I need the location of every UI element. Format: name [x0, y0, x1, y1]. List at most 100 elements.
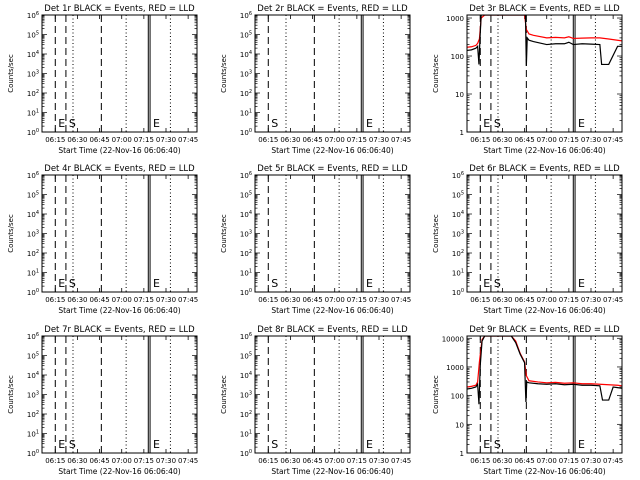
y-tick-label: 103	[27, 70, 39, 79]
plot-frame	[254, 335, 411, 454]
y-tick-label: 103	[240, 70, 252, 79]
x-tick-label: 07:30	[581, 296, 601, 304]
marker-label: S	[69, 277, 76, 290]
y-tick-label: 104	[240, 371, 252, 380]
y-tick-label: 105	[240, 352, 252, 361]
panel-7: Det 7r BLACK = Events, RED = LLD Counts/s…	[7, 325, 198, 476]
x-axis-label: Start Time (22-Nov-16 06:06:40)	[483, 306, 605, 315]
x-tick-label: 07:00	[112, 136, 132, 144]
x-tick-label: 07:45	[391, 136, 411, 144]
panel-title: Det 2r BLACK = Events, RED = LLD	[257, 4, 408, 14]
marker-label: S	[271, 117, 278, 130]
x-tick-label: 07:45	[178, 296, 198, 304]
y-axis-label: Counts/sec	[7, 54, 15, 93]
series-lld-line	[467, 15, 622, 48]
marker-label: E	[483, 117, 490, 130]
y-axis-label: Counts/sec	[220, 375, 228, 414]
x-tick-label: 06:30	[280, 136, 300, 144]
x-tick-label: 07:15	[134, 457, 154, 465]
y-tick-label: 101	[27, 430, 39, 439]
plot-frame	[41, 174, 198, 293]
y-axis-label: Counts/sec	[7, 375, 15, 414]
marker-label: E	[366, 117, 373, 130]
y-tick-label: 102	[27, 249, 39, 258]
plot-frame	[41, 14, 198, 133]
y-tick-label: 1	[460, 450, 464, 458]
y-tick-label: 100	[240, 449, 252, 458]
marker-label: E	[58, 117, 65, 130]
x-tick-label: 07:45	[178, 136, 198, 144]
x-tick-label: 07:45	[603, 296, 623, 304]
x-tick-label: 07:00	[112, 296, 132, 304]
panel-title: Det 4r BLACK = Events, RED = LLD	[44, 164, 195, 174]
panel-title: Det 8r BLACK = Events, RED = LLD	[257, 325, 408, 335]
y-tick-label: 106	[452, 171, 464, 180]
y-tick-label: 10000	[442, 335, 464, 343]
panel-3: Det 3r BLACK = Events, RED = LLD Counts/s…	[432, 4, 623, 155]
x-tick-label: 06:15	[45, 457, 65, 465]
marker-label: S	[494, 117, 501, 130]
y-axis-label: Counts/sec	[432, 54, 440, 93]
y-tick-label: 1000	[446, 15, 464, 23]
x-tick-label: 07:30	[369, 136, 389, 144]
x-tick-label: 06:15	[258, 136, 278, 144]
x-tick-label: 07:15	[559, 457, 579, 465]
x-tick-label: 07:15	[559, 136, 579, 144]
x-tick-label: 06:30	[67, 457, 87, 465]
x-tick-label: 06:45	[514, 136, 534, 144]
x-tick-label: 07:45	[391, 296, 411, 304]
marker-label: E	[578, 277, 585, 290]
panel-title: Det 1r BLACK = Events, RED = LLD	[44, 4, 195, 14]
y-tick-label: 101	[27, 109, 39, 118]
y-tick-label: 100	[27, 288, 39, 297]
x-axis-label: Start Time (22-Nov-16 06:06:40)	[483, 146, 605, 155]
x-axis-label: Start Time (22-Nov-16 06:06:40)	[58, 146, 180, 155]
y-axis-label: Counts/sec	[220, 214, 228, 253]
x-tick-label: 07:30	[581, 136, 601, 144]
x-tick-label: 07:00	[325, 136, 345, 144]
y-tick-label: 104	[240, 50, 252, 59]
y-tick-label: 100	[27, 449, 39, 458]
y-axis-label: Counts/sec	[220, 54, 228, 93]
y-tick-label: 102	[240, 249, 252, 258]
y-tick-label: 103	[240, 230, 252, 239]
y-tick-label: 100	[27, 128, 39, 137]
y-tick-label: 103	[452, 230, 464, 239]
marker-label: S	[494, 438, 501, 451]
panel-title: Det 3r BLACK = Events, RED = LLD	[469, 4, 620, 14]
y-tick-label: 105	[240, 191, 252, 200]
marker-label: E	[153, 438, 160, 451]
marker-label: S	[69, 117, 76, 130]
x-tick-label: 06:30	[492, 296, 512, 304]
marker-label: S	[69, 438, 76, 451]
x-tick-label: 07:00	[537, 457, 557, 465]
panel-title: Det 6r BLACK = Events, RED = LLD	[469, 164, 620, 174]
x-axis-label: Start Time (22-Nov-16 06:06:40)	[271, 146, 393, 155]
x-tick-label: 07:30	[156, 457, 176, 465]
y-tick-label: 100	[451, 393, 464, 401]
x-tick-label: 07:30	[369, 457, 389, 465]
y-tick-label: 101	[452, 269, 464, 278]
x-tick-label: 06:15	[470, 457, 490, 465]
marker-label: E	[153, 277, 160, 290]
x-axis-label: Start Time (22-Nov-16 06:06:40)	[58, 467, 180, 476]
x-tick-label: 06:15	[45, 136, 65, 144]
x-tick-label: 06:30	[492, 457, 512, 465]
x-tick-label: 06:15	[45, 296, 65, 304]
y-axis-label: Counts/sec	[432, 214, 440, 253]
y-tick-label: 104	[240, 210, 252, 219]
y-tick-label: 101	[240, 430, 252, 439]
y-tick-label: 104	[27, 50, 39, 59]
y-tick-label: 105	[240, 31, 252, 40]
y-tick-label: 104	[27, 210, 39, 219]
x-tick-label: 06:15	[470, 136, 490, 144]
x-tick-label: 06:30	[67, 136, 87, 144]
y-axis-label: Counts/sec	[432, 375, 440, 414]
marker-label: E	[483, 438, 490, 451]
x-tick-label: 06:15	[470, 296, 490, 304]
panel-2: Det 2r BLACK = Events, RED = LLD Counts/s…	[220, 4, 411, 155]
x-tick-label: 07:45	[178, 457, 198, 465]
x-axis-label: Start Time (22-Nov-16 06:06:40)	[271, 306, 393, 315]
plot-frame	[466, 335, 623, 454]
marker-label: E	[578, 438, 585, 451]
